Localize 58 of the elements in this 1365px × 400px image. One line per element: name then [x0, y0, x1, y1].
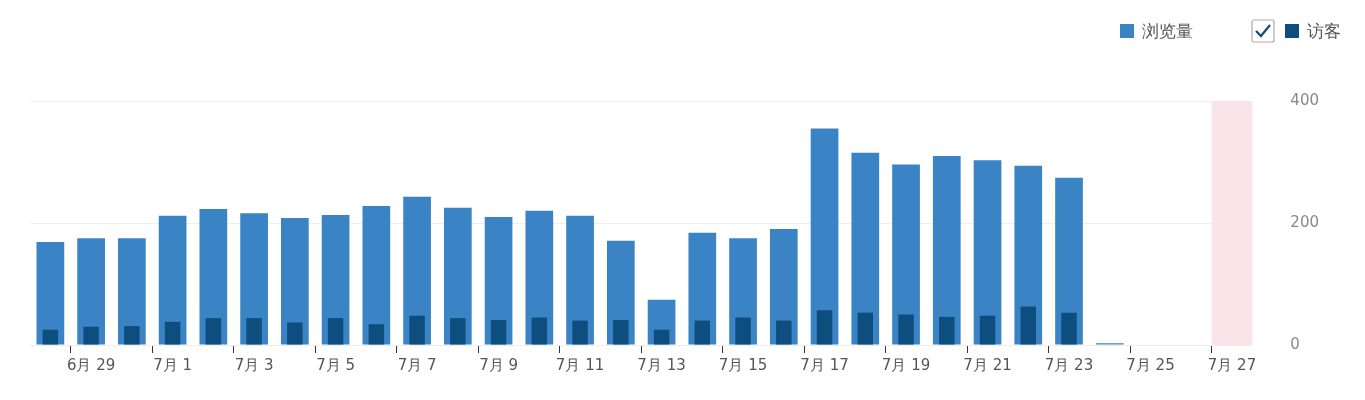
bar: [898, 314, 914, 345]
x-tick-label: 7月 9: [479, 355, 518, 374]
bar: [368, 324, 385, 345]
bar: [83, 326, 99, 345]
bar: [1020, 306, 1037, 345]
bar: [776, 320, 792, 345]
bar: [939, 316, 955, 345]
y-tick-label: 200: [1290, 212, 1320, 231]
bar: [653, 329, 670, 345]
x-tick-label: 7月 7: [397, 355, 437, 374]
x-tick-label: 7月 11: [555, 355, 605, 374]
bar: [205, 318, 222, 345]
bar: [124, 326, 140, 345]
x-tick-label: 6月 29: [66, 355, 116, 374]
bar: [1061, 312, 1077, 345]
bar: [246, 318, 262, 345]
bar: [613, 319, 629, 345]
bar: [490, 319, 507, 345]
y-tick-label: 400: [1290, 90, 1320, 109]
x-tick-label: 7月 3: [234, 355, 274, 374]
x-tick-label: 7月 25: [1126, 355, 1175, 374]
x-tick-label: 7月 13: [637, 355, 686, 374]
bar: [280, 218, 309, 345]
legend-label: 浏览量: [1142, 19, 1193, 43]
bar: [816, 310, 833, 345]
x-tick-label: 7月 21: [963, 355, 1012, 374]
bar: [735, 317, 751, 345]
bar: [77, 238, 105, 345]
bar: [932, 155, 961, 345]
bar: [694, 320, 711, 345]
bar: [572, 320, 588, 345]
bar: [287, 322, 303, 345]
x-tick-label: 7月 1: [153, 355, 193, 374]
bar: [810, 128, 839, 345]
x-tick-label: 7月 23: [1044, 355, 1094, 374]
legend-label: 访客: [1307, 19, 1341, 43]
bar: [892, 164, 920, 345]
bar: [566, 215, 594, 345]
bar: [409, 315, 425, 345]
bar: [362, 205, 391, 345]
y-tick-label: 0: [1290, 334, 1300, 353]
x-tick-label: 7月 17: [800, 355, 849, 374]
x-tick-label: 7月 5: [316, 355, 356, 374]
bar: [531, 317, 548, 345]
bar: [42, 329, 59, 345]
bar: [450, 318, 466, 345]
bar: [979, 315, 996, 345]
bar: [36, 241, 65, 345]
x-tick-label: 7月 15: [718, 355, 768, 374]
bar: [973, 160, 1002, 345]
x-tick-label: 7月 27: [1207, 355, 1257, 374]
bar: [327, 318, 344, 345]
bar: [857, 312, 874, 345]
bar: [118, 238, 146, 345]
bar: [851, 152, 880, 345]
x-tick-label: 7月 19: [881, 355, 931, 374]
bar: [158, 215, 187, 345]
bar: [164, 321, 181, 345]
